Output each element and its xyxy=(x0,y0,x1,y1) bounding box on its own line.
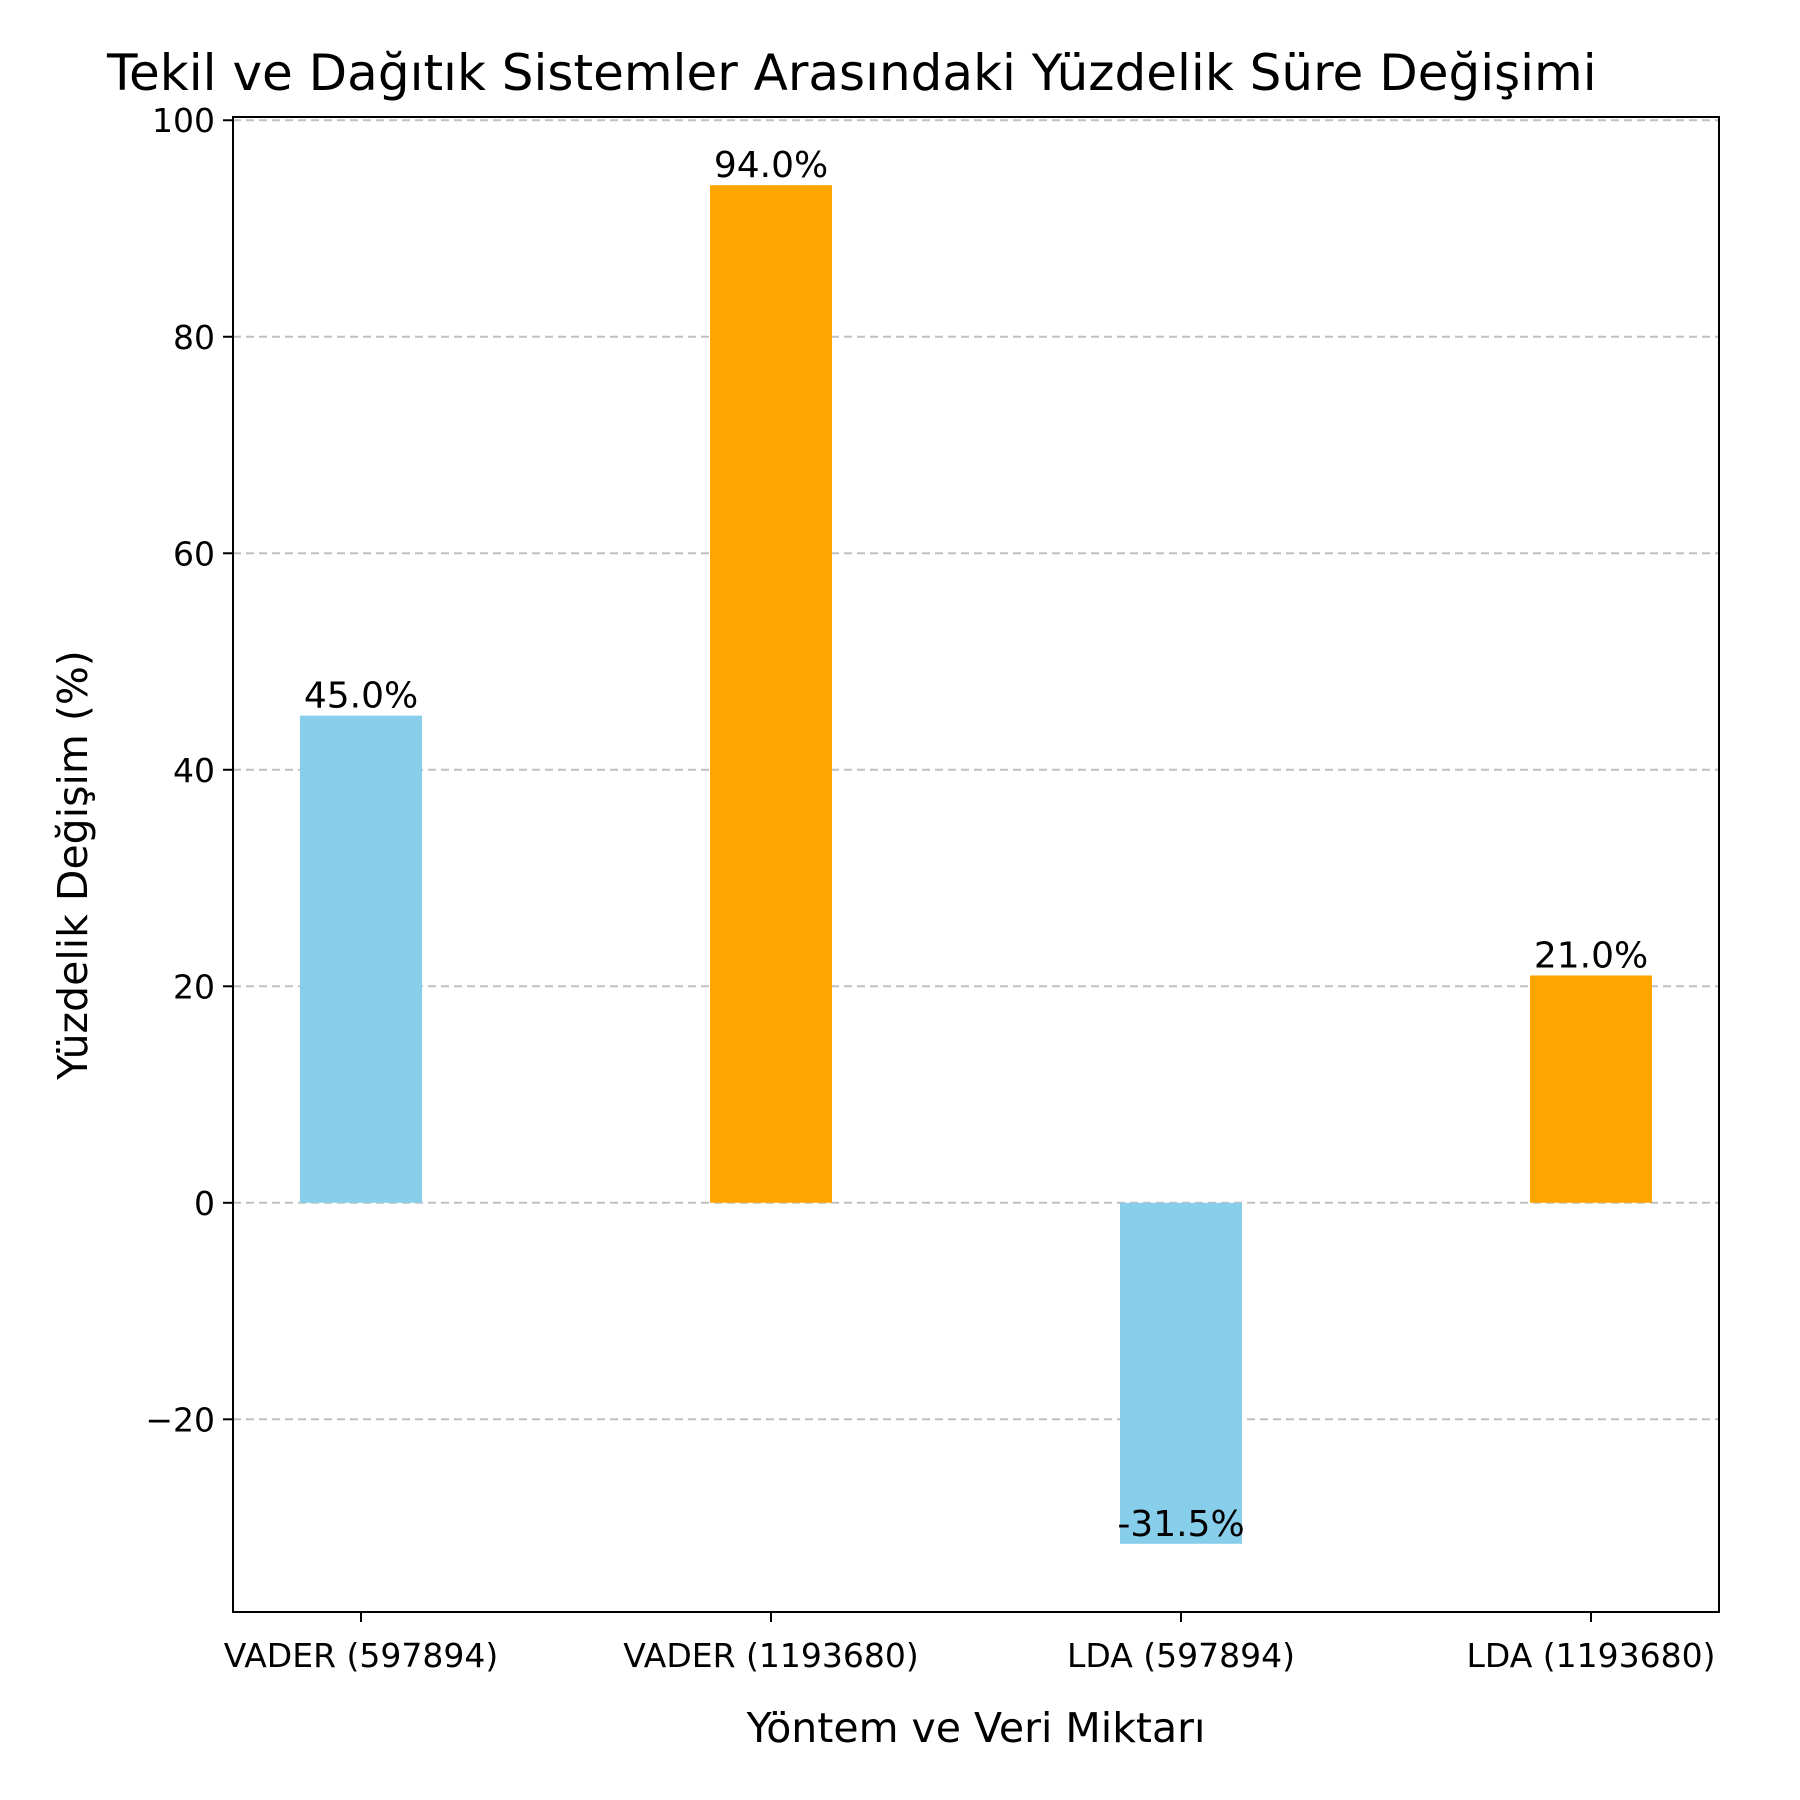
y-tick-label: 20 xyxy=(173,967,215,1006)
bar-value-label: 94.0% xyxy=(714,145,828,186)
chart-title: Tekil ve Dağıtık Sistemler Arasındaki Yü… xyxy=(106,44,1597,102)
bar xyxy=(1120,1202,1242,1544)
grid-lines xyxy=(233,119,1719,1421)
bar-value-label: 45.0% xyxy=(304,676,418,717)
bar-value-label: -31.5% xyxy=(1117,1504,1244,1545)
y-tick-label: 0 xyxy=(194,1184,215,1223)
plot-area-frame xyxy=(232,116,1720,1613)
bar xyxy=(300,715,422,1203)
bar-value-label: 21.0% xyxy=(1534,935,1648,976)
bar-value-labels: 45.0% 94.0% -31.5% 21.0% xyxy=(304,145,1648,1545)
y-tick-label: 80 xyxy=(173,318,215,357)
y-tick-label: 40 xyxy=(173,751,215,790)
x-tick-label: VADER (597894) xyxy=(224,1636,498,1675)
x-tick-label: LDA (1193680) xyxy=(1467,1636,1716,1675)
bar xyxy=(1530,975,1652,1203)
x-axis-title: Yöntem ve Veri Miktarı xyxy=(746,1704,1206,1752)
x-tick-label: LDA (597894) xyxy=(1067,1636,1295,1675)
y-tick-label: 100 xyxy=(152,101,215,140)
y-axis-ticks: −20 0 20 40 60 80 100 xyxy=(145,101,233,1439)
bar xyxy=(710,185,832,1203)
x-axis-ticks: VADER (597894) VADER (1193680) LDA (597894… xyxy=(224,1612,1716,1675)
x-tick-label: VADER (1193680) xyxy=(623,1636,918,1675)
y-tick-label: 60 xyxy=(173,534,215,573)
y-tick-label: −20 xyxy=(145,1400,215,1439)
y-axis-title: Yüzdelik Değişim (%) xyxy=(49,650,97,1081)
bars xyxy=(300,185,1652,1544)
